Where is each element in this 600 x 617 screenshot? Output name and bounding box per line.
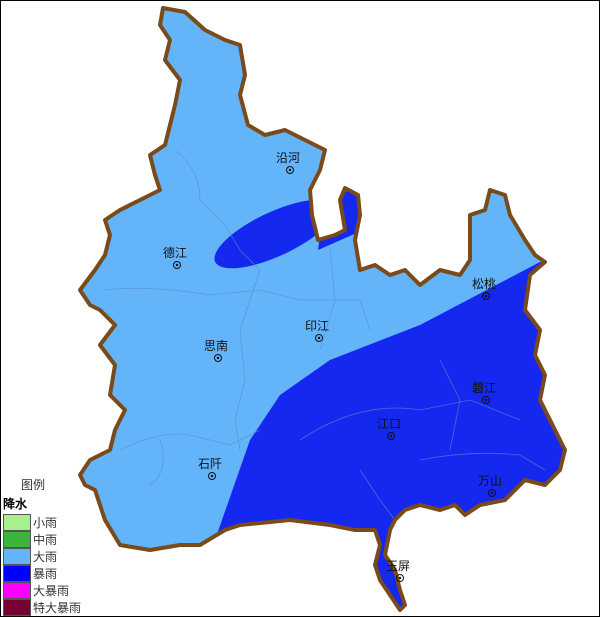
legend-item: 特大暴雨: [3, 599, 81, 616]
county-name: 印江: [305, 319, 329, 333]
county-name: 石阡: [198, 456, 222, 471]
legend: 图例 降水 小雨中雨大雨暴雨大暴雨特大暴雨: [3, 476, 81, 616]
county-name: 沿河: [276, 151, 300, 165]
county-seat-icon: [488, 489, 496, 497]
legend-item: 大暴雨: [3, 582, 81, 599]
county-seat-icon: [286, 166, 294, 174]
legend-swatch: [3, 599, 31, 616]
legend-swatch: [3, 531, 31, 548]
legend-subtitle: 降水: [3, 497, 28, 511]
legend-swatch: [3, 565, 31, 582]
legend-label: 大雨: [33, 550, 58, 564]
county-label: 江口: [377, 417, 401, 440]
county-seat-dot: [288, 168, 292, 172]
county-name: 松桃: [472, 276, 496, 291]
county-seat-dot: [216, 356, 220, 360]
county-name: 碧江: [472, 381, 496, 395]
county-seat-dot: [484, 398, 488, 402]
legend-item: 暴雨: [3, 565, 81, 582]
legend-swatch: [3, 582, 31, 599]
legend-item: 大雨: [3, 548, 81, 565]
legend-label: 大暴雨: [33, 584, 70, 598]
county-seat-icon: [173, 261, 181, 269]
county-boundaries: [104, 149, 546, 521]
county-seat-dot: [210, 474, 214, 478]
legend-label: 暴雨: [33, 567, 58, 581]
legend-swatch: [3, 548, 31, 565]
legend-label: 特大暴雨: [33, 601, 82, 615]
region-rainstorm-north: [214, 199, 336, 269]
county-label: 松桃: [472, 276, 496, 300]
county-name: 玉屏: [386, 559, 410, 573]
county-label: 玉屏: [386, 559, 410, 582]
county-label: 沿河: [276, 151, 300, 174]
county-seat-dot: [389, 434, 393, 438]
county-label: 石阡: [198, 456, 222, 480]
county-seat-dot: [484, 294, 488, 298]
county-name: 思南: [204, 338, 228, 353]
county-seat-icon: [214, 354, 222, 362]
county-label: 印江: [305, 319, 329, 342]
county-seat-dot: [398, 576, 402, 580]
legend-item: 小雨: [3, 514, 81, 531]
county-seat-icon: [315, 334, 323, 342]
county-name: 江口: [377, 417, 401, 431]
county-name: 万山: [478, 474, 502, 488]
county-name: 德江: [163, 245, 187, 260]
county-label: 思南: [204, 338, 228, 362]
county-label: 碧江: [472, 381, 496, 404]
county-seat-dot: [317, 336, 321, 340]
county-seat-icon: [482, 292, 490, 300]
province-border: [78, 6, 567, 612]
county-seat-dot: [490, 491, 494, 495]
county-seat-icon: [387, 432, 395, 440]
county-seat-dot: [175, 263, 179, 267]
legend-item: 中雨: [3, 531, 81, 548]
county-label: 德江: [163, 245, 187, 269]
legend-title: 图例: [21, 478, 46, 492]
county-seat-icon: [396, 574, 404, 582]
county-seat-icon: [482, 396, 490, 404]
county-label: 万山: [478, 474, 502, 497]
legend-label: 中雨: [33, 533, 58, 547]
county-seat-icon: [208, 472, 216, 480]
legend-swatch: [3, 514, 31, 531]
legend-label: 小雨: [33, 516, 58, 530]
